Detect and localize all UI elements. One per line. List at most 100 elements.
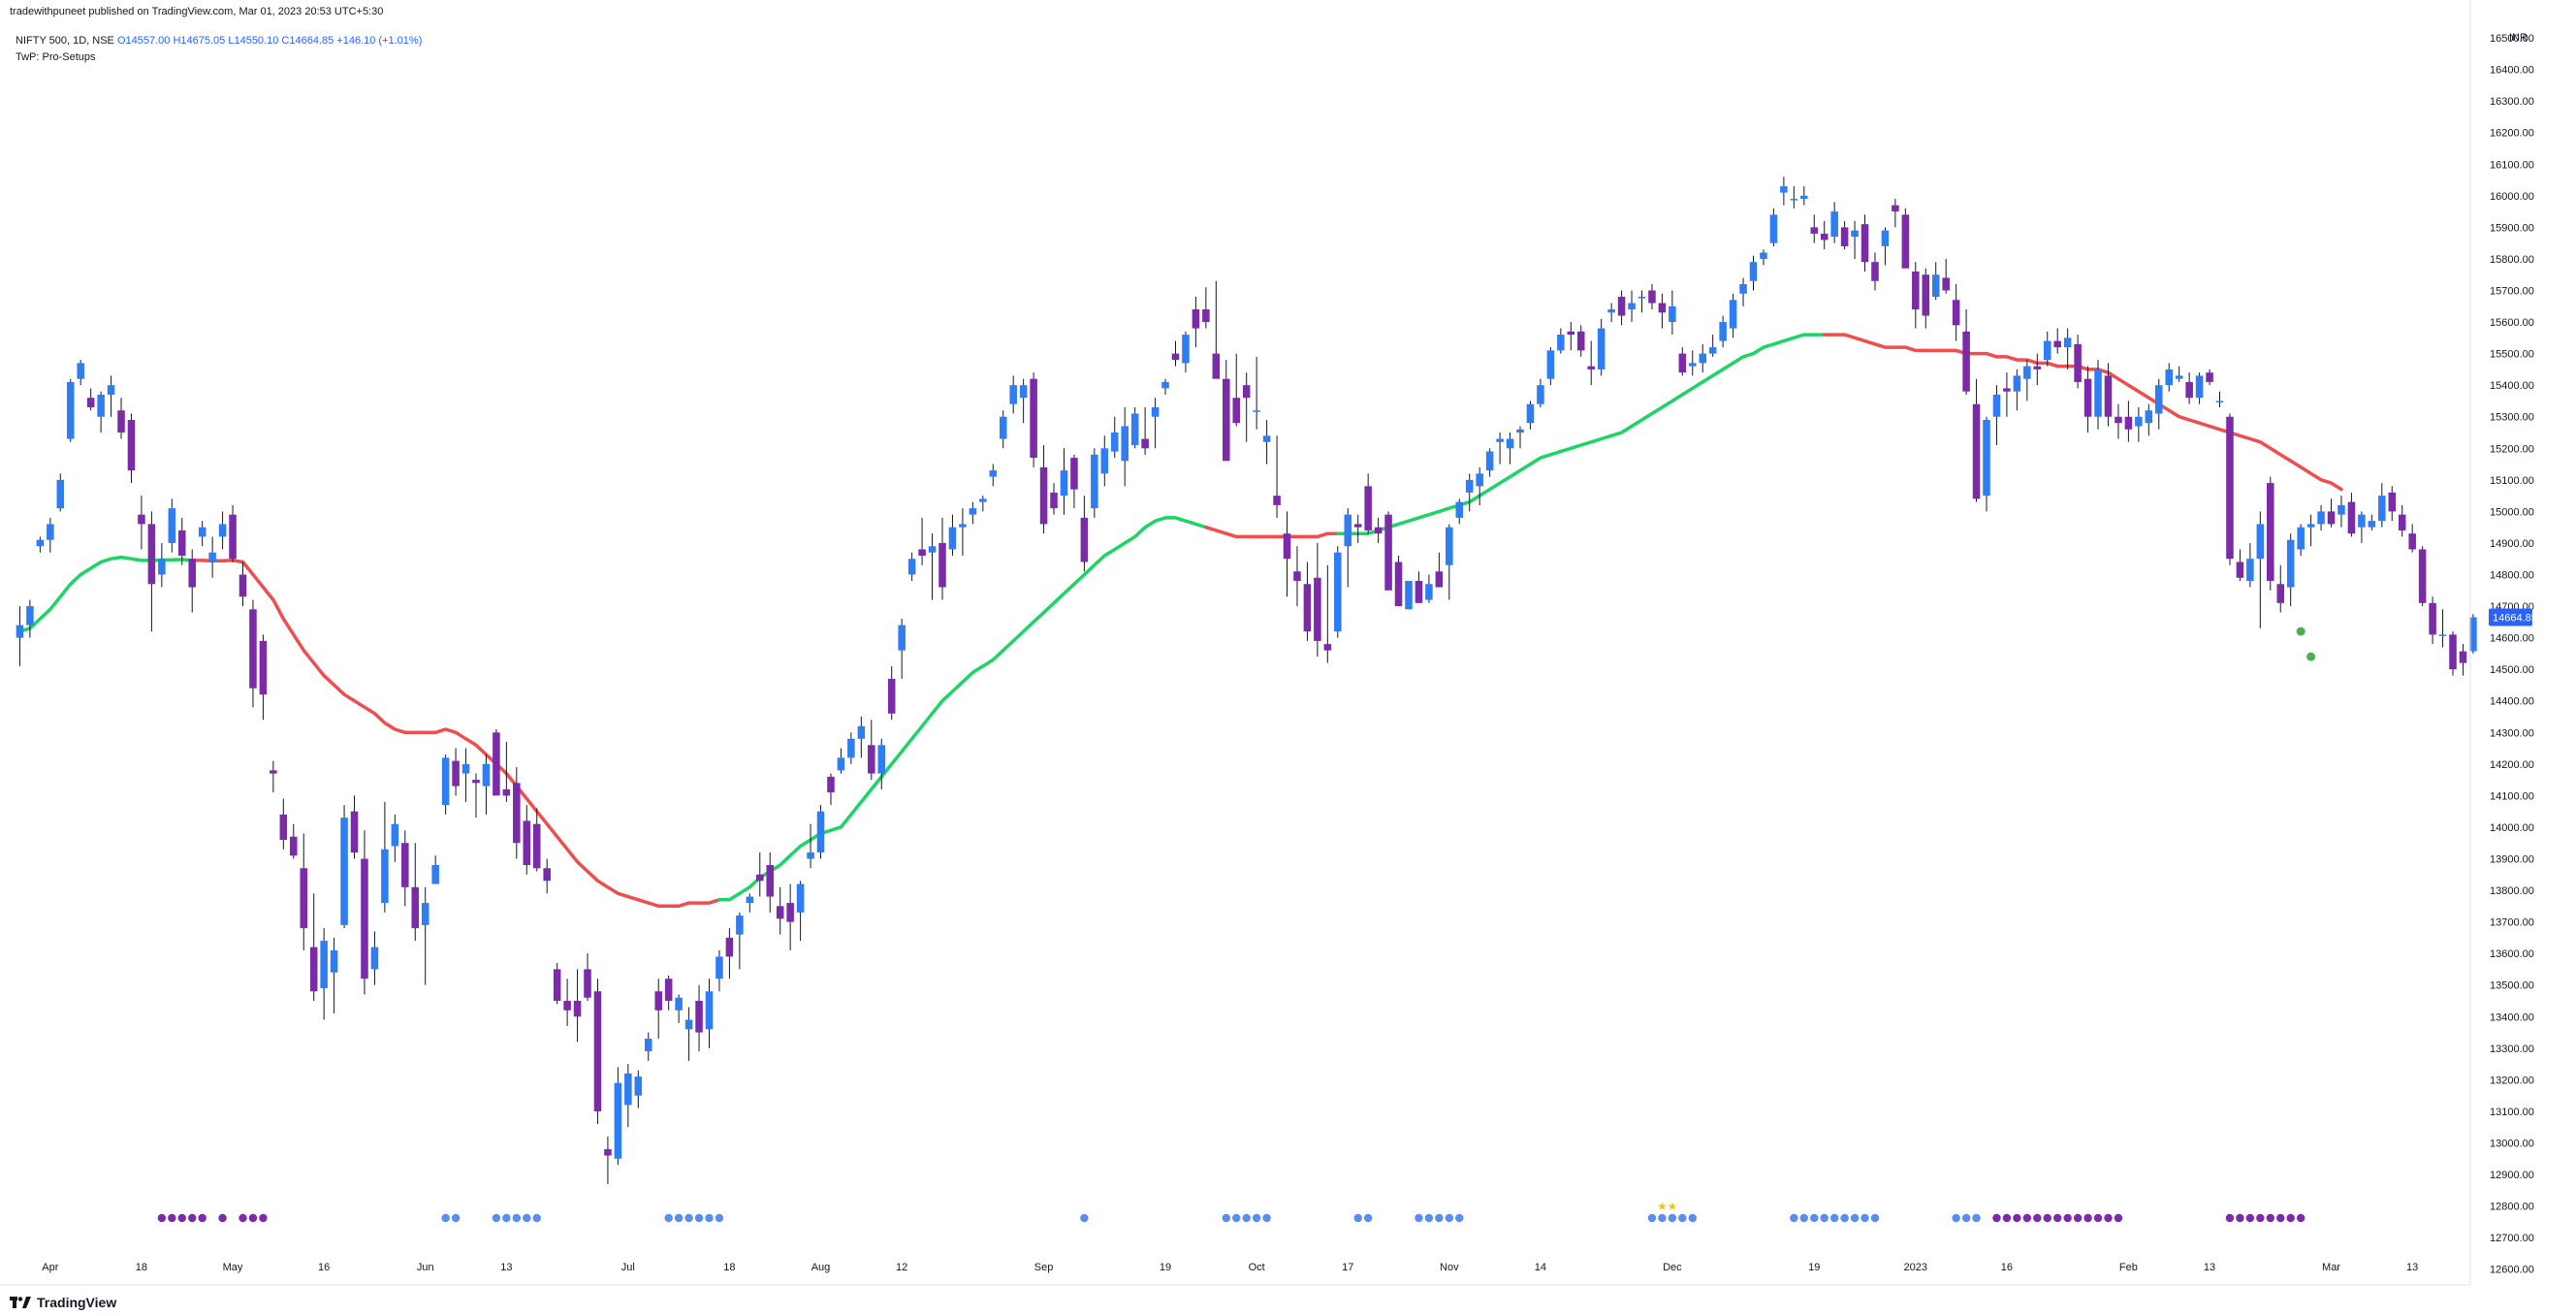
candle-body: [1415, 581, 1423, 603]
candle: [1039, 445, 1048, 534]
moving-average-layer: [17, 333, 2343, 909]
candle-body: [2043, 340, 2051, 361]
candle: [2145, 403, 2153, 436]
candle: [989, 464, 998, 487]
candle-body: [77, 363, 84, 379]
candle: [421, 886, 429, 985]
candle-body: [675, 997, 683, 1011]
candle: [1983, 416, 1990, 512]
candle-body: [1860, 224, 1869, 263]
candle-body: [401, 843, 409, 887]
candle: [1820, 220, 1829, 250]
candle-body: [654, 991, 662, 1011]
price-tick-label: 15300.00: [2490, 412, 2534, 424]
candle: [472, 773, 480, 818]
candle: [1708, 335, 1717, 357]
currency-label: INR: [2509, 32, 2528, 44]
time-tick-label: 13: [2204, 1262, 2215, 1273]
candle: [1892, 199, 1899, 228]
candle-body: [259, 640, 268, 695]
candle: [2195, 372, 2204, 404]
time-tick-label: 18: [136, 1262, 147, 1273]
candle: [290, 823, 298, 859]
candle: [736, 912, 744, 970]
candle-body: [1617, 297, 1626, 316]
time-tick-label: 19: [1160, 1262, 1171, 1273]
price-tick-label: 15900.00: [2490, 222, 2534, 234]
ma-segment-up: [17, 555, 194, 633]
candle-body: [1749, 262, 1758, 281]
candle: [644, 1032, 652, 1061]
candle: [1546, 347, 1555, 386]
candle-body: [1455, 501, 1464, 518]
candle: [2368, 514, 2376, 530]
price-tick-label: 12600.00: [2490, 1265, 2534, 1276]
candle: [624, 1064, 632, 1128]
candle: [1314, 542, 1321, 658]
candle: [2013, 369, 2021, 411]
signal-dot: [2022, 1213, 2032, 1223]
candle: [1790, 186, 1798, 209]
candle: [493, 729, 500, 796]
time-tick-label: Sep: [1034, 1262, 1054, 1273]
last-price-box: [2489, 608, 2532, 626]
candle: [259, 634, 268, 721]
signal-dot: [177, 1213, 186, 1223]
candle: [158, 542, 166, 588]
signal-dot: [1820, 1213, 1829, 1223]
candle: [1091, 448, 1098, 518]
candle-body: [2297, 527, 2305, 550]
candle-body: [1273, 496, 1281, 505]
candle: [1425, 574, 1433, 603]
signal-dots-layer: ★ ★: [157, 626, 2316, 1223]
candle: [2408, 524, 2416, 553]
candle-body: [584, 969, 591, 998]
candle: [1374, 517, 1383, 543]
time-tick-label: Jul: [621, 1262, 635, 1273]
indicator-label[interactable]: TwP: Pro-Setups: [16, 51, 96, 63]
candle-body: [2276, 584, 2285, 603]
candle: [229, 504, 237, 562]
signal-dot: [2256, 1213, 2265, 1223]
candle-body: [1212, 353, 1221, 379]
candle-body: [482, 763, 491, 786]
candle-body: [188, 559, 196, 588]
tradingview-logo[interactable]: TradingView: [10, 1295, 116, 1310]
time-tick-label: Jun: [417, 1262, 434, 1273]
symbol-name[interactable]: NIFTY 500, 1D, NSE: [16, 35, 114, 47]
candle-body: [1344, 514, 1352, 547]
candle-body: [695, 1001, 703, 1033]
candle: [177, 517, 186, 565]
candle: [1800, 186, 1808, 206]
candle-body: [786, 903, 794, 922]
candle: [1912, 262, 1920, 329]
candle-body: [309, 947, 318, 992]
candle: [1130, 406, 1139, 449]
candle-body: [1060, 470, 1068, 497]
candle-body: [756, 874, 764, 882]
signal-dot: [1952, 1213, 1960, 1223]
candle: [127, 413, 136, 484]
candle: [2226, 413, 2234, 565]
candle-body: [725, 937, 734, 957]
candle: [1283, 511, 1291, 597]
candle: [2418, 546, 2427, 607]
price-tick-label: 13900.00: [2490, 854, 2534, 866]
candle-body: [1962, 331, 1970, 392]
candle-body: [2378, 496, 2386, 522]
candle-body: [614, 1082, 622, 1159]
candle: [1030, 372, 1037, 467]
signal-dot: [705, 1213, 714, 1223]
candle-body: [1516, 429, 1524, 433]
signal-dot: [1668, 1213, 1677, 1223]
candle-body: [239, 574, 247, 597]
candle-body: [746, 896, 754, 904]
candle-body: [1800, 195, 1808, 200]
candle-body: [97, 394, 105, 417]
candle: [1110, 416, 1119, 459]
signal-dot: [1647, 1213, 1657, 1223]
candle: [1942, 258, 1950, 294]
candle-body: [1587, 366, 1595, 369]
signal-dot: [664, 1213, 673, 1223]
